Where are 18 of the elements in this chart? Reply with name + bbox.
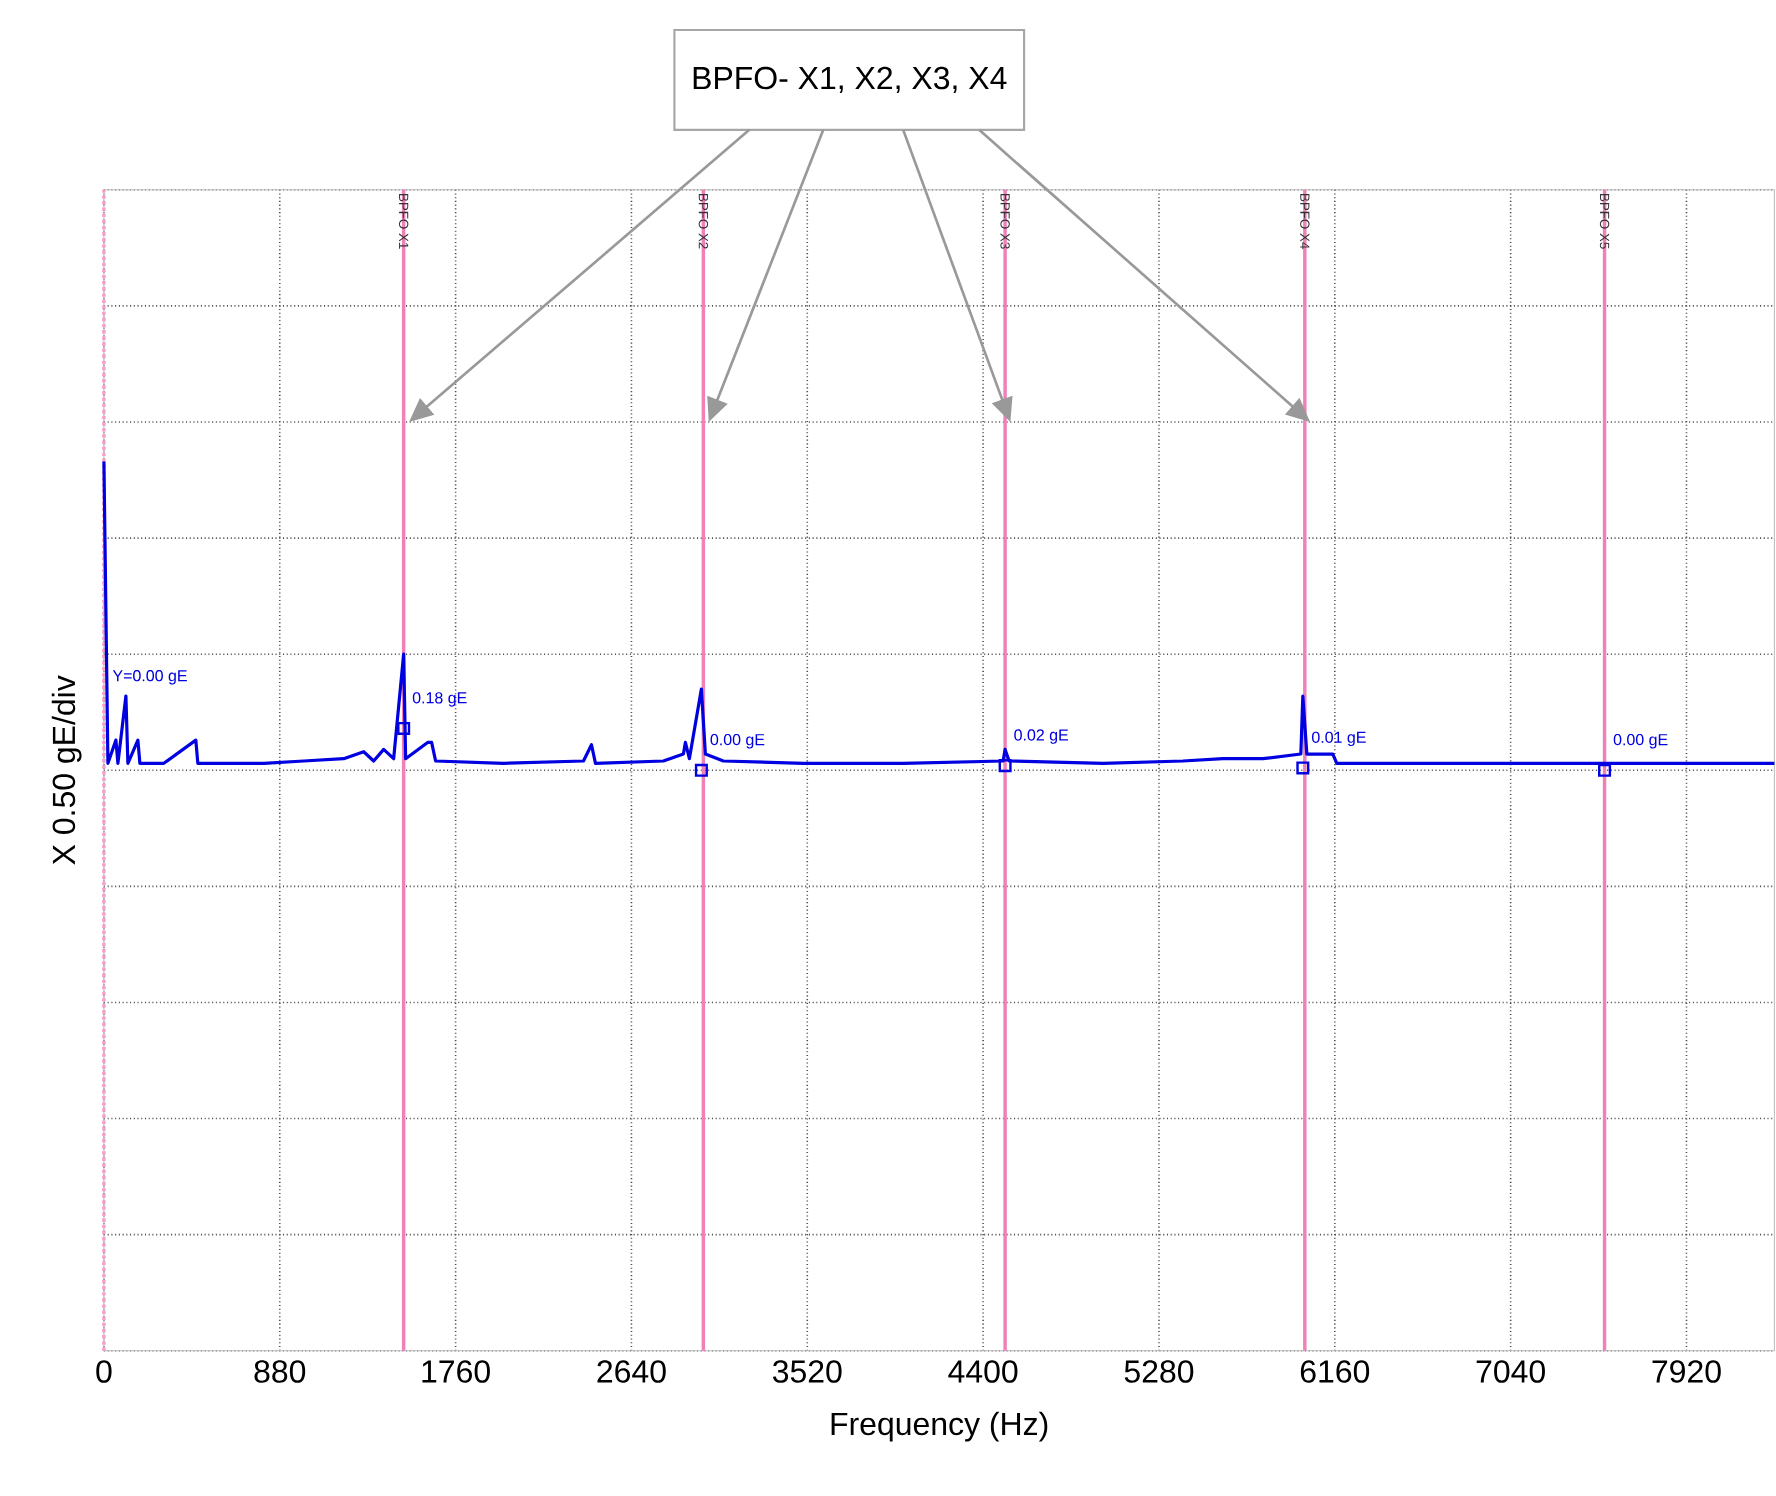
x-tick-label: 7920 [1652, 1359, 1721, 1383]
text: BPFO- X1, X2, X3, X4 [693, 66, 1007, 93]
x-tick-label: 0 [96, 1359, 112, 1383]
point [1598, 763, 1612, 777]
x-tick-label: 1760 [422, 1359, 490, 1383]
x-tick-label: 880 [254, 1359, 306, 1383]
x-axis-title: Frequency (Hz) [831, 1411, 1048, 1442]
x-tick-label: 3520 [772, 1359, 842, 1383]
point [694, 763, 708, 777]
x-tick-label: 7040 [1476, 1359, 1545, 1383]
point [397, 721, 411, 735]
x-tick-label: 5280 [1124, 1359, 1194, 1383]
point [1296, 761, 1310, 775]
point [998, 758, 1012, 772]
x-tick-label: 6160 [1300, 1359, 1370, 1383]
y-axis-title: X 0.50 gE/div [51, 675, 82, 865]
x-tick-label: 2640 [597, 1359, 666, 1383]
x-tick-label: 4400 [948, 1359, 1018, 1383]
